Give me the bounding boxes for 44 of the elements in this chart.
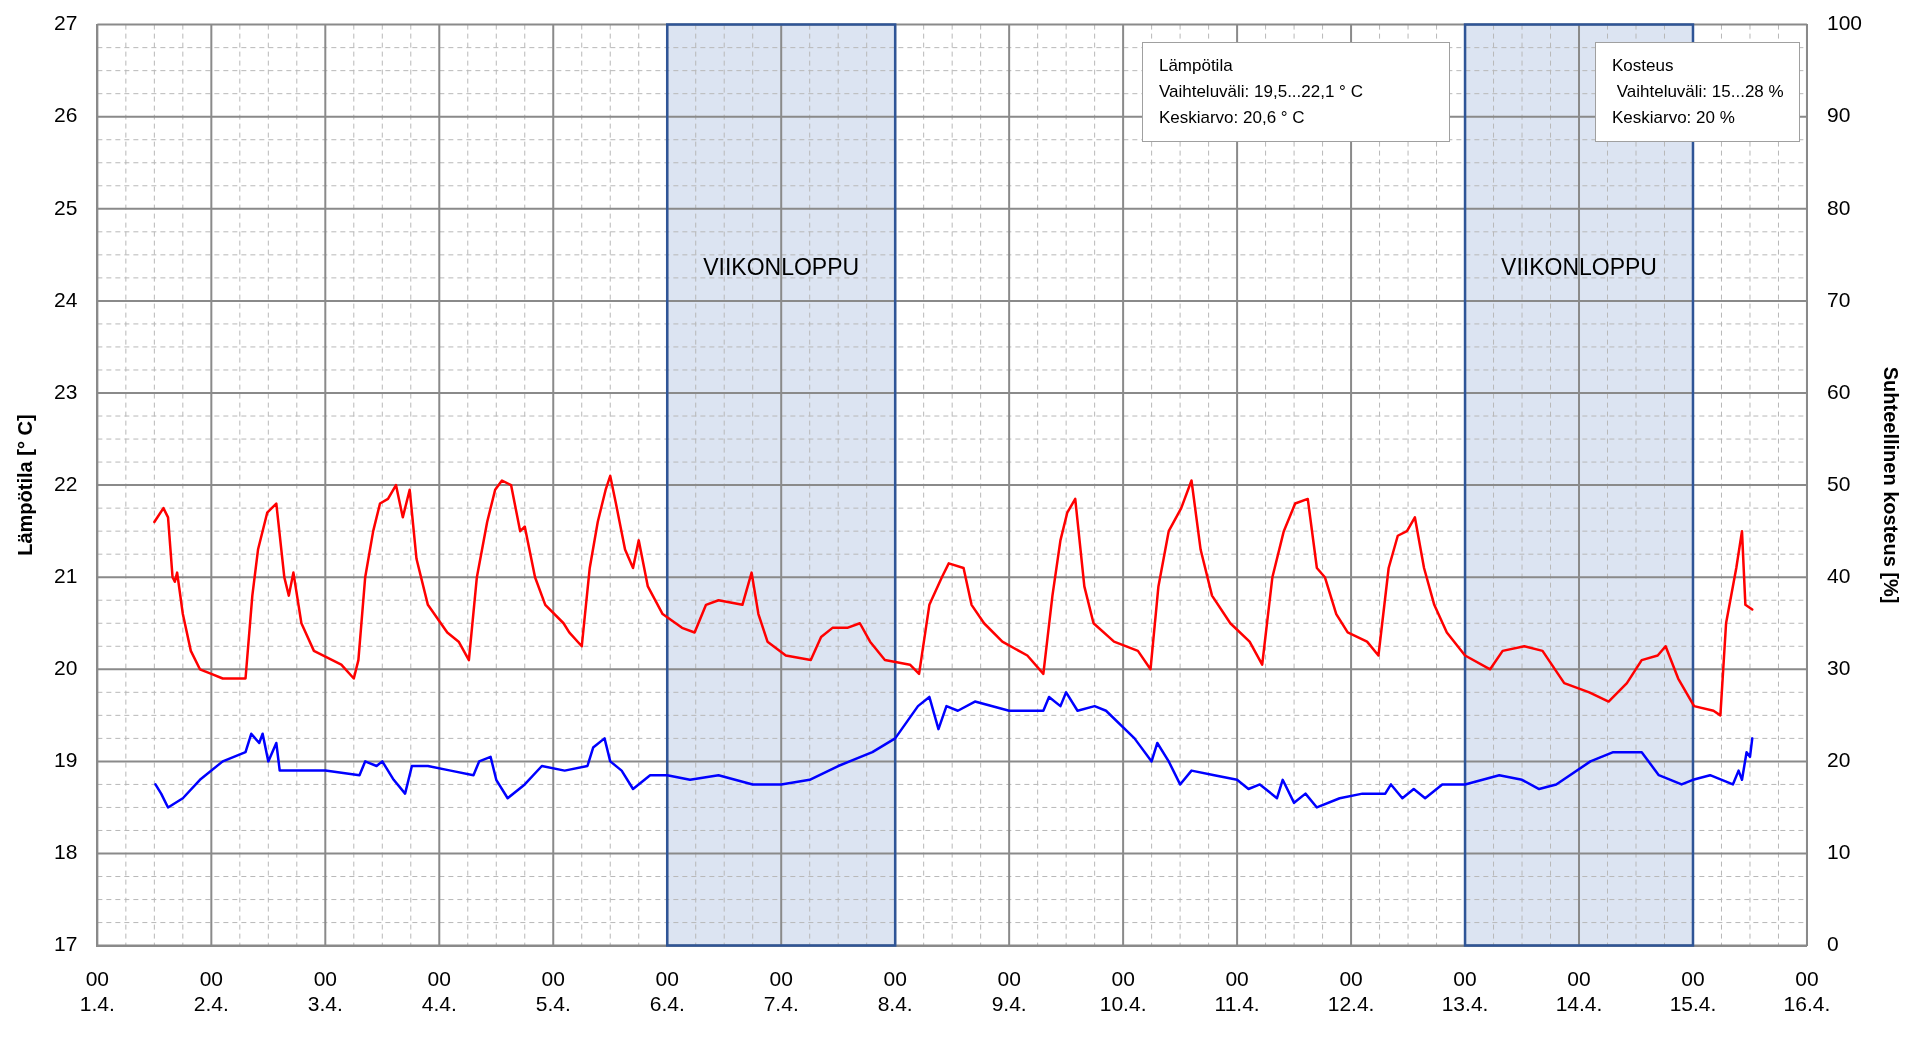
y2-tick-label: 0 — [1826, 932, 1839, 956]
x-tick-label: 00 3.4. — [307, 967, 343, 1016]
x-tick-label: 00 5.4. — [535, 967, 571, 1016]
y2-tick-label: 40 — [1826, 564, 1851, 587]
text-box: Lämpötila Vaihteluväli: 19,5...22,1 ° C Keskiarvo: 20,6 ° C — [1141, 42, 1450, 143]
x-tick-label: 00 16.4. — [1783, 967, 1831, 1016]
x-tick-label: 00 7.4. — [763, 967, 799, 1016]
y2-tick-label: 30 — [1826, 656, 1851, 680]
y-tick-label: 17 — [54, 932, 78, 956]
y-tick-label: 22 — [54, 471, 78, 495]
x-tick-label: 00 2.4. — [193, 967, 229, 1016]
x-tick-label: 00 6.4. — [649, 967, 685, 1016]
y2-tick-label: 50 — [1826, 471, 1851, 495]
y2-tick-label: 100 — [1826, 11, 1863, 35]
y2-tick-label: 60 — [1826, 379, 1851, 403]
y-tick-label: 26 — [54, 103, 78, 127]
x-tick-label: 00 1.4. — [79, 967, 115, 1016]
y2-tick-label: 80 — [1826, 195, 1851, 219]
x-tick-label: 00 4.4. — [421, 967, 457, 1016]
x-tick-label: 00 9.4. — [991, 967, 1027, 1016]
x-tick-label: 00 11.4. — [1214, 967, 1260, 1016]
y-tick-label: 27 — [54, 11, 78, 35]
x-tick-label: 00 14.4. — [1555, 967, 1603, 1016]
y-tick-label: 18 — [54, 840, 78, 864]
y-axis-title: Lämpötila [° C] — [13, 414, 36, 556]
y2-tick-label: 90 — [1826, 103, 1851, 127]
y-tick-label: 25 — [54, 195, 78, 219]
y2-tick-label: 20 — [1826, 748, 1851, 772]
y-tick-label: 23 — [54, 379, 78, 403]
x-tick-label: 00 15.4. — [1669, 967, 1717, 1016]
y2-tick-label: 10 — [1826, 840, 1851, 864]
y-tick-label: 20 — [54, 656, 78, 680]
y2-tick-label: 70 — [1826, 287, 1851, 311]
band-label: VIIKONLOPPU — [1501, 254, 1657, 281]
y-tick-label: 21 — [54, 564, 78, 587]
y-tick-label: 19 — [54, 748, 78, 772]
x-tick-label: 00 10.4. — [1099, 967, 1147, 1016]
x-tick-label: 00 13.4. — [1441, 967, 1489, 1016]
band-label: VIIKONLOPPU — [703, 254, 860, 281]
text-box: Kosteus Vaihteluväli: 15...28 % Keskiarvo: 20 % — [1594, 42, 1801, 143]
x-tick-label: 00 8.4. — [877, 967, 913, 1016]
y2-axis-title: Suhteellinen kosteus [%] — [1880, 366, 1903, 604]
y-tick-label: 24 — [54, 287, 78, 311]
x-tick-label: 00 12.4. — [1327, 967, 1375, 1016]
